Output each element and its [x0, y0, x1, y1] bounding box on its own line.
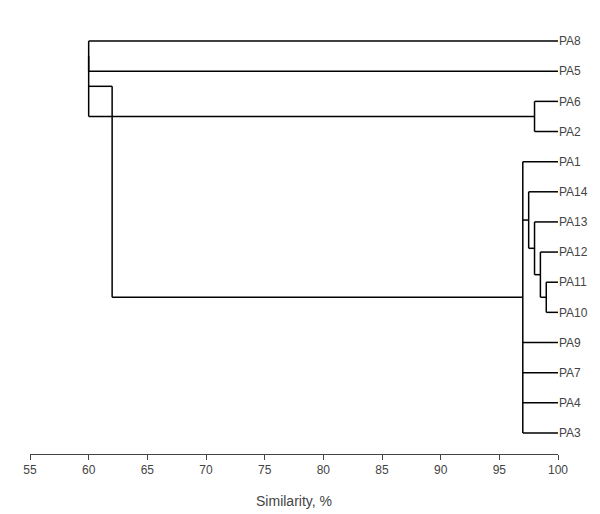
svg-text:PA9: PA9	[559, 336, 581, 350]
svg-text:PA8: PA8	[559, 34, 581, 48]
svg-text:PA12: PA12	[559, 245, 588, 259]
svg-text:55: 55	[23, 463, 37, 477]
svg-text:PA3: PA3	[559, 426, 581, 440]
svg-text:PA5: PA5	[559, 64, 581, 78]
svg-text:95: 95	[493, 463, 507, 477]
svg-text:PA10: PA10	[559, 306, 588, 320]
svg-text:60: 60	[82, 463, 96, 477]
svg-text:PA4: PA4	[559, 396, 581, 410]
svg-text:PA14: PA14	[559, 185, 588, 199]
svg-text:Similarity, %: Similarity, %	[256, 493, 332, 509]
svg-text:90: 90	[434, 463, 448, 477]
svg-text:85: 85	[375, 463, 389, 477]
svg-text:PA2: PA2	[559, 125, 581, 139]
svg-text:PA11: PA11	[559, 275, 587, 289]
svg-text:PA6: PA6	[559, 95, 581, 109]
svg-text:75: 75	[258, 463, 272, 477]
svg-text:PA7: PA7	[559, 366, 581, 380]
svg-text:PA13: PA13	[559, 215, 588, 229]
svg-text:100: 100	[548, 463, 568, 477]
svg-text:80: 80	[317, 463, 331, 477]
svg-text:70: 70	[199, 463, 213, 477]
svg-text:PA1: PA1	[559, 155, 581, 169]
svg-text:65: 65	[141, 463, 155, 477]
